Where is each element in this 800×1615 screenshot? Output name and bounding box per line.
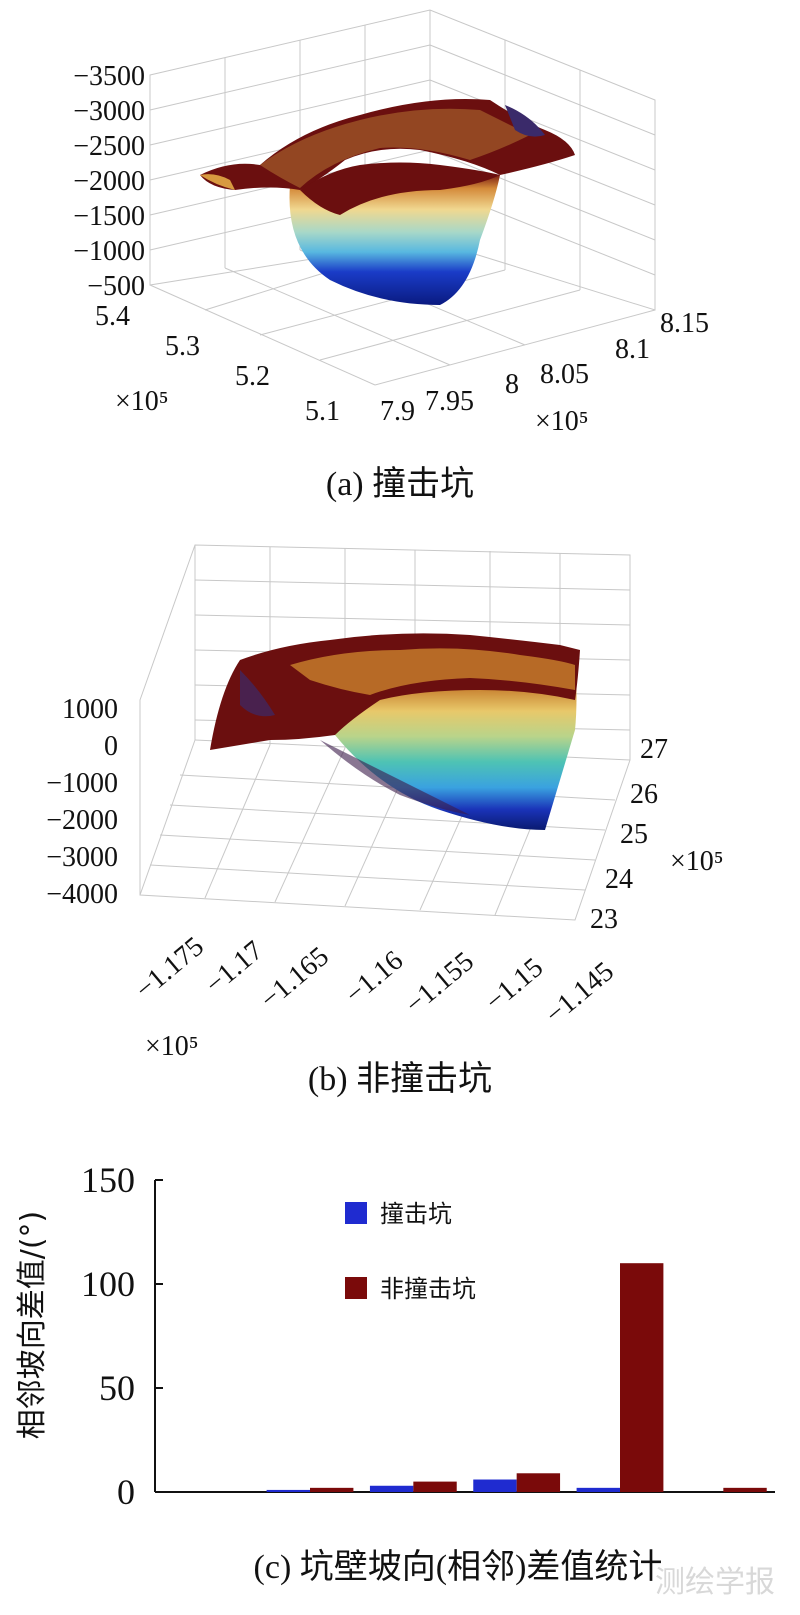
panel-a-caption: (a) 撞击坑 xyxy=(326,465,474,503)
panel-b-x-tick: −1.165 xyxy=(255,941,335,1015)
panel-a-x-exponent: ×10⁵ xyxy=(115,386,169,417)
panel-b-y-tick: 23 xyxy=(590,904,618,935)
panel-b-x-tick: −1.145 xyxy=(540,956,620,1030)
panel-a-z-ticks: −3500 −3000 −2500 −2000 −1500 −1000 −500 xyxy=(73,61,145,302)
panel-a-y-tick: 8.15 xyxy=(660,308,709,339)
bar-y-ticks: 0 50 100 150 xyxy=(81,1160,163,1512)
panel-b-y-tick: 26 xyxy=(630,779,658,810)
panel-a-crater-surface xyxy=(200,99,575,305)
bar-non-impact-crater xyxy=(516,1473,561,1492)
bar-y-tick-label: 0 xyxy=(117,1472,135,1512)
panel-b-z-tick: −3000 xyxy=(46,842,118,873)
panel-a-y-tick: 7.9 xyxy=(380,396,415,427)
panel-a-z-tick: −3000 xyxy=(73,96,145,127)
panel-a-z-tick: −2000 xyxy=(73,166,145,197)
panel-a-x-ticks: 5.4 5.3 5.2 5.1 ×10⁵ xyxy=(95,301,340,427)
bar-impact-crater xyxy=(576,1487,620,1492)
panel-b-x-tick: −1.175 xyxy=(130,931,210,1005)
panel-a-z-tick: −3500 xyxy=(73,61,145,92)
bar-non-impact-crater xyxy=(310,1487,354,1492)
bar-y-tick-label: 100 xyxy=(81,1264,135,1304)
panel-a-x-tick: 5.4 xyxy=(95,301,130,332)
panel-a-x-tick: 5.3 xyxy=(165,331,200,362)
panel-b-x-tick: −1.155 xyxy=(400,946,480,1020)
bar-axes xyxy=(154,1180,775,1493)
panel-b-z-tick: −2000 xyxy=(46,805,118,836)
bar-marks xyxy=(266,1263,767,1492)
panel-b-y-exponent: ×10⁵ xyxy=(670,846,724,877)
bar-non-impact-crater xyxy=(723,1487,767,1492)
panel-a-x-tick: 5.1 xyxy=(305,396,340,427)
panel-b-x-tick: −1.15 xyxy=(480,952,550,1017)
panel-a-y-tick: 7.95 xyxy=(425,386,474,417)
panel-c-bar-chart: 相邻坡向差值/(°) 0 50 100 150 撞击坑 非撞击坑 (c) 坑壁坡向(相… xyxy=(15,1160,775,1586)
legend-swatch-impact xyxy=(345,1202,367,1224)
panel-b-y-tick: 24 xyxy=(605,864,633,895)
watermark: 测绘学报 xyxy=(655,1565,775,1600)
panel-a-surface-plot: −3500 −3000 −2500 −2000 −1500 −1000 −500… xyxy=(73,9,709,503)
panel-b-crater-surface xyxy=(210,633,580,830)
bar-y-tick-label: 150 xyxy=(81,1160,135,1200)
panel-a-y-tick: 8.1 xyxy=(615,334,650,365)
panel-a-z-tick: −2500 xyxy=(73,131,145,162)
panel-b-x-ticks: −1.175 −1.17 −1.165 −1.16 −1.155 −1.15 −… xyxy=(130,931,620,1062)
panel-a-y-tick: 8.05 xyxy=(540,359,589,390)
legend-swatch-nonimpact xyxy=(345,1277,367,1299)
bar-impact-crater xyxy=(266,1489,310,1492)
panel-a-y-ticks: 7.9 7.95 8 8.05 8.1 8.15 ×10⁵ xyxy=(380,308,709,437)
panel-b-surface-plot: 1000 0 −1000 −2000 −3000 −4000 −1.175 −1… xyxy=(46,544,724,1098)
panel-a-z-tick: −1000 xyxy=(73,236,145,267)
panel-c-caption: (c) 坑壁坡向(相邻)差值统计 xyxy=(254,1548,663,1586)
legend-label-nonimpact: 非撞击坑 xyxy=(380,1275,476,1303)
panel-b-z-tick: −1000 xyxy=(46,768,118,799)
panel-a-y-exponent: ×10⁵ xyxy=(535,406,589,437)
bar-non-impact-crater xyxy=(620,1263,664,1492)
panel-b-x-exponent: ×10⁵ xyxy=(145,1031,199,1062)
panel-b-y-tick: 27 xyxy=(640,734,668,765)
panel-b-y-tick: 25 xyxy=(620,819,648,850)
bar-impact-crater xyxy=(369,1485,414,1492)
bar-y-axis-label: 相邻坡向差值/(°) xyxy=(15,1211,50,1440)
panel-b-y-ticks: 27 26 25 24 23 ×10⁵ xyxy=(590,734,724,935)
panel-a-x-tick: 5.2 xyxy=(235,361,270,392)
panel-b-z-tick: 1000 xyxy=(62,694,118,725)
panel-a-z-tick: −1500 xyxy=(73,201,145,232)
panel-b-z-tick: −4000 xyxy=(46,879,118,910)
panel-b-x-tick: −1.16 xyxy=(340,945,410,1010)
legend-label-impact: 撞击坑 xyxy=(380,1200,452,1228)
bar-non-impact-crater xyxy=(413,1481,457,1492)
panel-b-z-tick: 0 xyxy=(104,731,118,762)
panel-b-z-ticks: 1000 0 −1000 −2000 −3000 −4000 xyxy=(46,694,118,910)
panel-a-z-tick: −500 xyxy=(87,271,145,302)
bar-impact-crater xyxy=(473,1479,517,1492)
panel-a-y-tick: 8 xyxy=(505,369,519,400)
bar-y-tick-label: 50 xyxy=(99,1368,135,1408)
bar-legend: 撞击坑 非撞击坑 xyxy=(345,1200,476,1303)
panel-b-caption: (b) 非撞击坑 xyxy=(308,1060,492,1098)
